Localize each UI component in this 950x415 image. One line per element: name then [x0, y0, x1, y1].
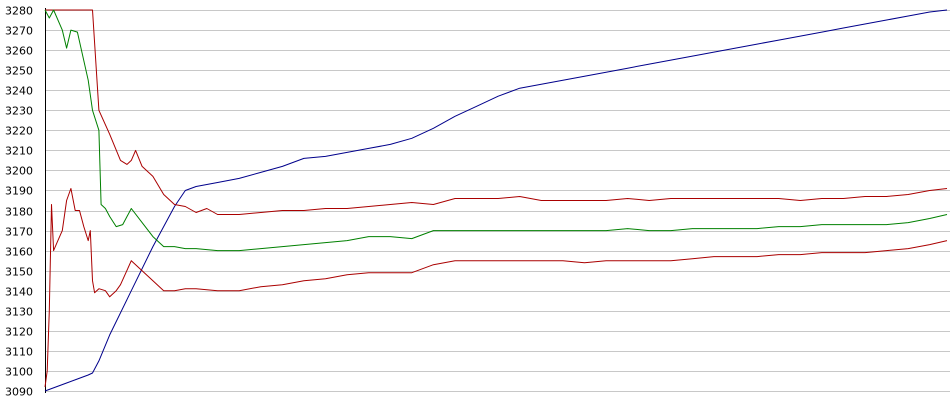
- y-tick-label: 3160: [5, 246, 33, 259]
- y-tick-label: 3260: [5, 45, 33, 58]
- series-line-4: [44, 188, 948, 388]
- series-line-2: [45, 9, 948, 215]
- y-tick-label: 3170: [5, 226, 33, 239]
- y-tick-label: 3230: [5, 105, 33, 118]
- y-tick-label: 3140: [5, 286, 33, 299]
- series-line-3: [44, 9, 948, 252]
- y-tick-label: 3180: [5, 206, 33, 219]
- y-tick-label: 3110: [5, 346, 33, 359]
- y-tick-label: 3280: [5, 5, 33, 18]
- y-tick-label: 3090: [5, 386, 33, 399]
- y-tick-label: 3150: [5, 266, 33, 279]
- y-axis-tick-labels: 3090 3100 3110 3120 3130 3140 3150 3160 3170 3180…: [5, 5, 33, 399]
- y-tick-label: 3220: [5, 125, 33, 138]
- series-lines: [44, 9, 948, 392]
- y-tick-label: 3250: [5, 65, 33, 78]
- y-tick-label: 3100: [5, 366, 33, 379]
- y-tick-label: 3130: [5, 306, 33, 319]
- y-tick-label: 3240: [5, 85, 33, 98]
- grid: [45, 10, 950, 392]
- y-tick-label: 3270: [5, 25, 33, 38]
- series-line-1: [44, 9, 948, 392]
- y-tick-label: 3210: [5, 145, 33, 158]
- y-tick-label: 3120: [5, 326, 33, 339]
- y-tick-label: 3200: [5, 165, 33, 178]
- y-tick-label: 3190: [5, 185, 33, 198]
